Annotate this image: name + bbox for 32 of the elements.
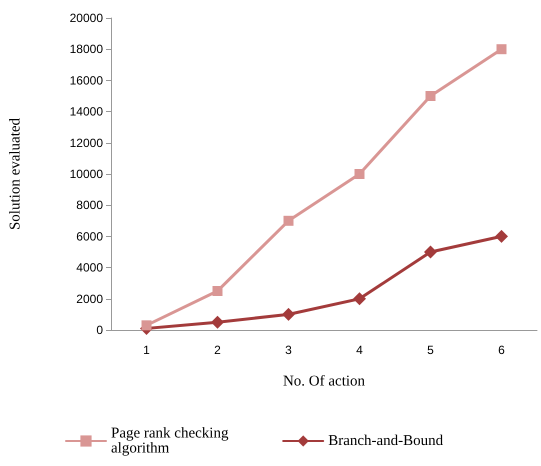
point (282, 308, 295, 321)
y-tick-label: 16000 (70, 73, 104, 88)
y-tick-label: 8000 (76, 198, 104, 212)
point (424, 246, 437, 258)
legend-label: Branch-and-Bound (328, 433, 444, 449)
y-tick-label: 14000 (70, 104, 104, 119)
point (354, 169, 364, 179)
x-tick-label: 3 (285, 343, 292, 357)
y-tick-label: 12000 (70, 136, 104, 150)
x-tick-label: 5 (427, 343, 434, 357)
y-tick-label: 2000 (76, 292, 104, 306)
x-axis-title: No. Of action (282, 374, 366, 390)
x-tick-label: 6 (498, 343, 506, 357)
point (496, 44, 506, 54)
point (211, 316, 224, 329)
legend-label: Page rank checking algorithm (111, 426, 232, 456)
y-axis-title: Solution evaluated (8, 117, 24, 230)
y-tick-label: 4000 (76, 260, 104, 275)
point (284, 216, 294, 226)
point (495, 230, 508, 243)
y-tick-label: 10000 (70, 167, 104, 181)
x-tick-label: 1 (143, 343, 150, 357)
y-tick-label: 18000 (70, 42, 104, 56)
x-tick-label: 2 (214, 343, 222, 357)
point (212, 286, 222, 296)
point (353, 292, 366, 306)
y-tick-label: 0 (96, 323, 104, 337)
y-tick-label: 6000 (76, 229, 104, 244)
point (426, 91, 436, 101)
point (142, 320, 152, 330)
x-tick-label: 4 (356, 343, 364, 357)
y-tick-label: 20000 (70, 11, 104, 25)
